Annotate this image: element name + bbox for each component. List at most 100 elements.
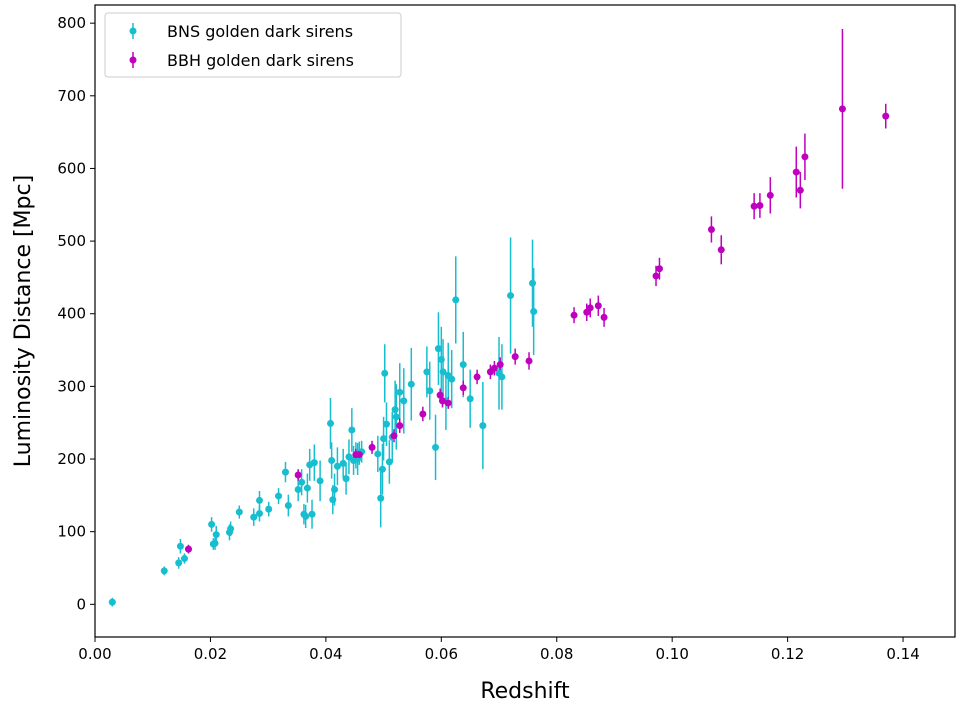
bns-data-point (284, 502, 292, 510)
bns-data-point (316, 477, 324, 485)
bbh-data-point (801, 153, 809, 161)
bbh-data-point (490, 364, 498, 372)
bns-data-point (374, 450, 382, 458)
bns-data-point (211, 539, 219, 547)
x-tick-label: 0.02 (194, 645, 227, 663)
bns-data-point (380, 435, 388, 443)
bns-data-point (432, 443, 440, 451)
bns-data-point (175, 559, 183, 567)
bns-data-point (212, 531, 220, 539)
legend-marker-bbh (129, 56, 137, 64)
bns-data-point (377, 494, 385, 502)
legend-label-bns: BNS golden dark sirens (167, 22, 353, 41)
bns-data-point (448, 375, 456, 383)
bns-data-point (329, 496, 337, 504)
bns-data-point (437, 356, 445, 364)
bns-data-point (250, 513, 258, 521)
y-tick-label: 700 (57, 87, 86, 105)
bns-data-point (400, 397, 408, 405)
bbh-data-point (444, 399, 452, 407)
bbh-data-point (511, 353, 519, 361)
bns-data-point (396, 388, 404, 396)
bbh-data-point (792, 168, 800, 176)
x-tick-label: 0.00 (78, 645, 111, 663)
bbh-data-point (459, 384, 467, 392)
x-tick-label: 0.06 (425, 645, 458, 663)
x-tick-label: 0.10 (655, 645, 688, 663)
bbh-data-point (496, 361, 504, 369)
bns-data-point (302, 512, 310, 520)
bns-data-point (235, 508, 243, 516)
x-tick-label: 0.12 (771, 645, 804, 663)
y-tick-label: 0 (76, 595, 86, 613)
bbh-data-point (600, 313, 608, 321)
bns-data-point (208, 520, 216, 528)
y-tick-label: 500 (57, 232, 86, 250)
bbh-data-point (438, 397, 446, 405)
bns-data-point (479, 422, 487, 430)
bns-data-point (160, 567, 168, 575)
bbh-data-point (185, 545, 193, 553)
bbh-data-point (586, 304, 594, 312)
bns-data-point (407, 380, 415, 388)
bns-data-point (507, 292, 515, 300)
bbh-data-point (756, 201, 764, 209)
y-tick-label: 800 (57, 14, 86, 32)
bns-data-point (378, 465, 386, 473)
bns-data-point (275, 492, 283, 500)
bns-data-point (331, 486, 339, 494)
bns-data-point (452, 296, 460, 304)
bns-data-point (381, 369, 389, 377)
bns-data-point (392, 413, 400, 421)
y-axis-label: Luminosity Distance [Mpc] (11, 175, 36, 467)
bns-data-point (423, 368, 431, 376)
bbh-data-point (750, 202, 758, 210)
ticks-layer: 0.00 0.02 0.04 0.06 0.08 0.10 0.12 0.14 0 100 200 3… (57, 14, 919, 663)
bns-data-point (529, 279, 537, 287)
bns-data-point (298, 478, 306, 486)
bns-data-point (339, 459, 347, 467)
x-tick-label: 0.14 (886, 645, 919, 663)
bbh-data-point (838, 105, 846, 113)
bbh-data-point (570, 311, 578, 319)
bbh-data-point (717, 246, 725, 254)
bbh-data-point (419, 410, 427, 418)
bbh-data-point (766, 191, 774, 199)
error-bars-layer (111, 28, 887, 607)
bns-data-point (308, 510, 316, 518)
bns-data-point (227, 525, 235, 533)
bns-data-point (326, 419, 334, 427)
points-layer (108, 105, 890, 606)
bbh-data-point (396, 422, 404, 430)
bns-data-point (342, 475, 350, 483)
bns-data-point (265, 505, 273, 513)
y-tick-label: 100 (57, 523, 86, 541)
bns-data-point (281, 468, 289, 476)
bbh-data-point (594, 302, 602, 310)
bns-data-point (426, 387, 434, 395)
bns-data-point (333, 462, 341, 470)
legend-marker-bns (129, 27, 137, 35)
bbh-data-point (355, 451, 363, 459)
y-tick-label: 600 (57, 159, 86, 177)
bbh-data-point (525, 357, 533, 365)
bns-data-point (439, 368, 447, 376)
bns-data-point (310, 459, 318, 467)
bns-data-point (530, 308, 538, 316)
y-tick-label: 400 (57, 305, 86, 323)
legend-box (104, 12, 402, 78)
bns-data-point (391, 406, 399, 414)
bns-data-point (294, 486, 302, 494)
bbh-data-point (294, 471, 302, 479)
bns-data-point (303, 484, 311, 492)
bns-data-point (459, 361, 467, 369)
legend-entry-bns: BNS golden dark sirens (129, 22, 353, 41)
bbh-data-point (652, 272, 660, 280)
bns-data-point (180, 555, 188, 563)
bbh-data-point (707, 225, 715, 233)
bns-data-point (176, 542, 184, 550)
bbh-data-point (882, 112, 890, 120)
bns-data-point (385, 458, 393, 466)
bbh-data-point (655, 265, 663, 273)
